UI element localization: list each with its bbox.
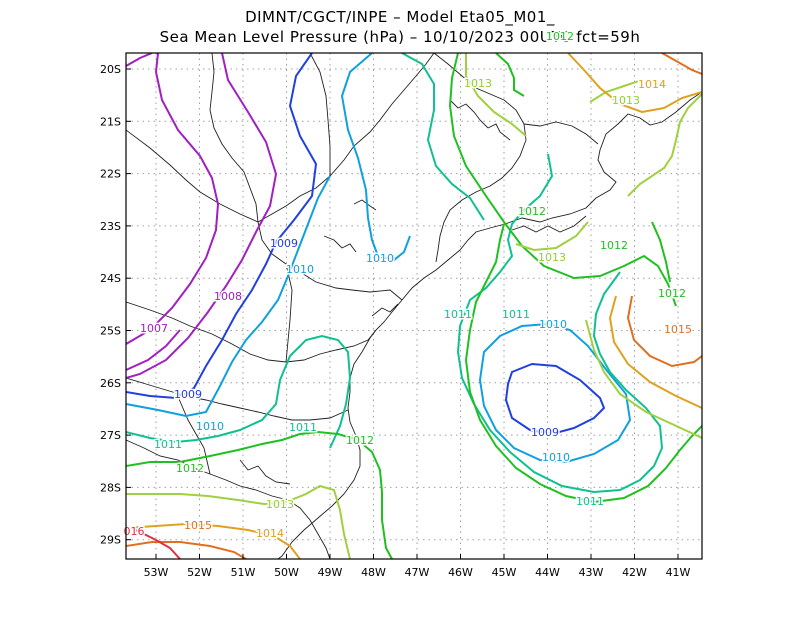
x-tick-label: 52W	[187, 566, 212, 579]
contour-label: 1012	[600, 239, 628, 252]
axis-ticks: 53W 52W 51W 50W 49W 48W 47W 46W 45W 44W 43W 42W 41W 2…	[100, 63, 691, 579]
coastline	[277, 91, 702, 559]
x-tick-label: 46W	[448, 566, 473, 579]
contour-label: 1011	[154, 438, 182, 451]
contour-label: 1009	[270, 237, 298, 250]
contour-label: 1015	[184, 519, 212, 532]
y-tick-label: 23S	[100, 220, 121, 233]
pressure-isobars	[126, 53, 702, 559]
river	[371, 303, 399, 317]
state-border	[126, 377, 349, 421]
state-border	[257, 221, 403, 301]
map-frame-bg	[126, 53, 702, 559]
contour-label: 1012	[546, 30, 574, 43]
contour-label: 1010	[286, 263, 314, 276]
contour-label: 1008	[214, 290, 242, 303]
x-tick-label: 43W	[579, 566, 604, 579]
river	[239, 459, 291, 485]
x-tick-label: 42W	[622, 566, 647, 579]
contour-label: 1012	[176, 462, 204, 475]
state-border	[126, 53, 435, 223]
river	[323, 235, 357, 253]
contour-label: 1013	[538, 251, 566, 264]
contour-label: 016	[124, 525, 145, 538]
state-border	[523, 121, 599, 145]
x-tick-label: 48W	[361, 566, 386, 579]
contour-labels: 1007 1008 1009 1009 1009 1010 1010 1010 1010 1010…	[122, 29, 694, 542]
y-tick-label: 26S	[100, 377, 121, 390]
x-tick-label: 50W	[274, 566, 299, 579]
y-tick-label: 28S	[100, 481, 121, 494]
x-tick-label: 45W	[492, 566, 517, 579]
y-tick-label: 27S	[100, 429, 121, 442]
y-tick-label: 25S	[100, 325, 121, 338]
state-border	[433, 53, 527, 263]
contour-label: 1007	[140, 322, 168, 335]
contour-label: 1014	[256, 527, 284, 540]
isobar-1010-low	[478, 322, 632, 464]
isobar-1012	[126, 53, 702, 559]
contour-label: 1011	[289, 421, 317, 434]
y-tick-label: 21S	[100, 115, 121, 128]
state-border	[285, 263, 293, 363]
contour-label: 1015	[664, 323, 692, 336]
contour-label: 1011	[576, 495, 604, 508]
contour-label: 1010	[366, 252, 394, 265]
state-border	[309, 53, 331, 176]
y-tick-label: 29S	[100, 534, 121, 547]
contour-label: 1009	[174, 388, 202, 401]
graticule	[126, 53, 702, 559]
x-tick-label: 51W	[231, 566, 256, 579]
river	[511, 215, 587, 233]
x-tick-label: 47W	[405, 566, 430, 579]
isobar-1016	[126, 525, 181, 559]
contour-label: 1011	[502, 308, 530, 321]
isobar-1014	[126, 53, 702, 559]
x-tick-label: 44W	[535, 566, 560, 579]
isobar-1008	[126, 53, 278, 379]
state-border	[126, 439, 331, 559]
contour-label: 1013	[464, 77, 492, 90]
x-tick-label: 53W	[144, 566, 169, 579]
contour-label: 1012	[518, 205, 546, 218]
contour-label: 1014	[638, 78, 666, 91]
contour-label: 1013	[612, 94, 640, 107]
isobar-1007b	[126, 329, 181, 371]
isobar-1009	[126, 53, 318, 400]
chart-title-line2: Sea Mean Level Pressure (hPa) – 10/10/20…	[159, 28, 641, 46]
state-border	[126, 301, 377, 363]
state-border	[175, 391, 211, 475]
y-tick-label: 20S	[100, 63, 121, 76]
contour-label: 1013	[266, 498, 294, 511]
state-border	[209, 53, 259, 223]
isobar-1013	[126, 53, 702, 559]
contour-label: 1012	[658, 287, 686, 300]
geo-borders	[126, 53, 702, 559]
contour-label: 1012	[346, 434, 374, 447]
y-tick-label: 22S	[100, 168, 121, 181]
x-tick-label: 49W	[318, 566, 343, 579]
y-tick-label: 24S	[100, 272, 121, 285]
isobar-1009-low	[504, 362, 606, 436]
contour-label: 1010	[196, 420, 224, 433]
contour-label: 1010	[539, 318, 567, 331]
x-tick-label: 41W	[666, 566, 691, 579]
contour-label: 1009	[531, 426, 559, 439]
river	[449, 99, 511, 141]
contour-label: 1010	[542, 451, 570, 464]
isobar-1010	[126, 53, 411, 418]
chart-title-line1: DIMNT/CGCT/INPE – Model Eta05_M01_	[245, 8, 555, 26]
isobar-1011	[126, 53, 664, 494]
isobar-1015	[126, 53, 702, 559]
isobar-1007	[126, 53, 220, 345]
contour-label: 1011	[444, 308, 472, 321]
map-frame	[125, 52, 703, 560]
